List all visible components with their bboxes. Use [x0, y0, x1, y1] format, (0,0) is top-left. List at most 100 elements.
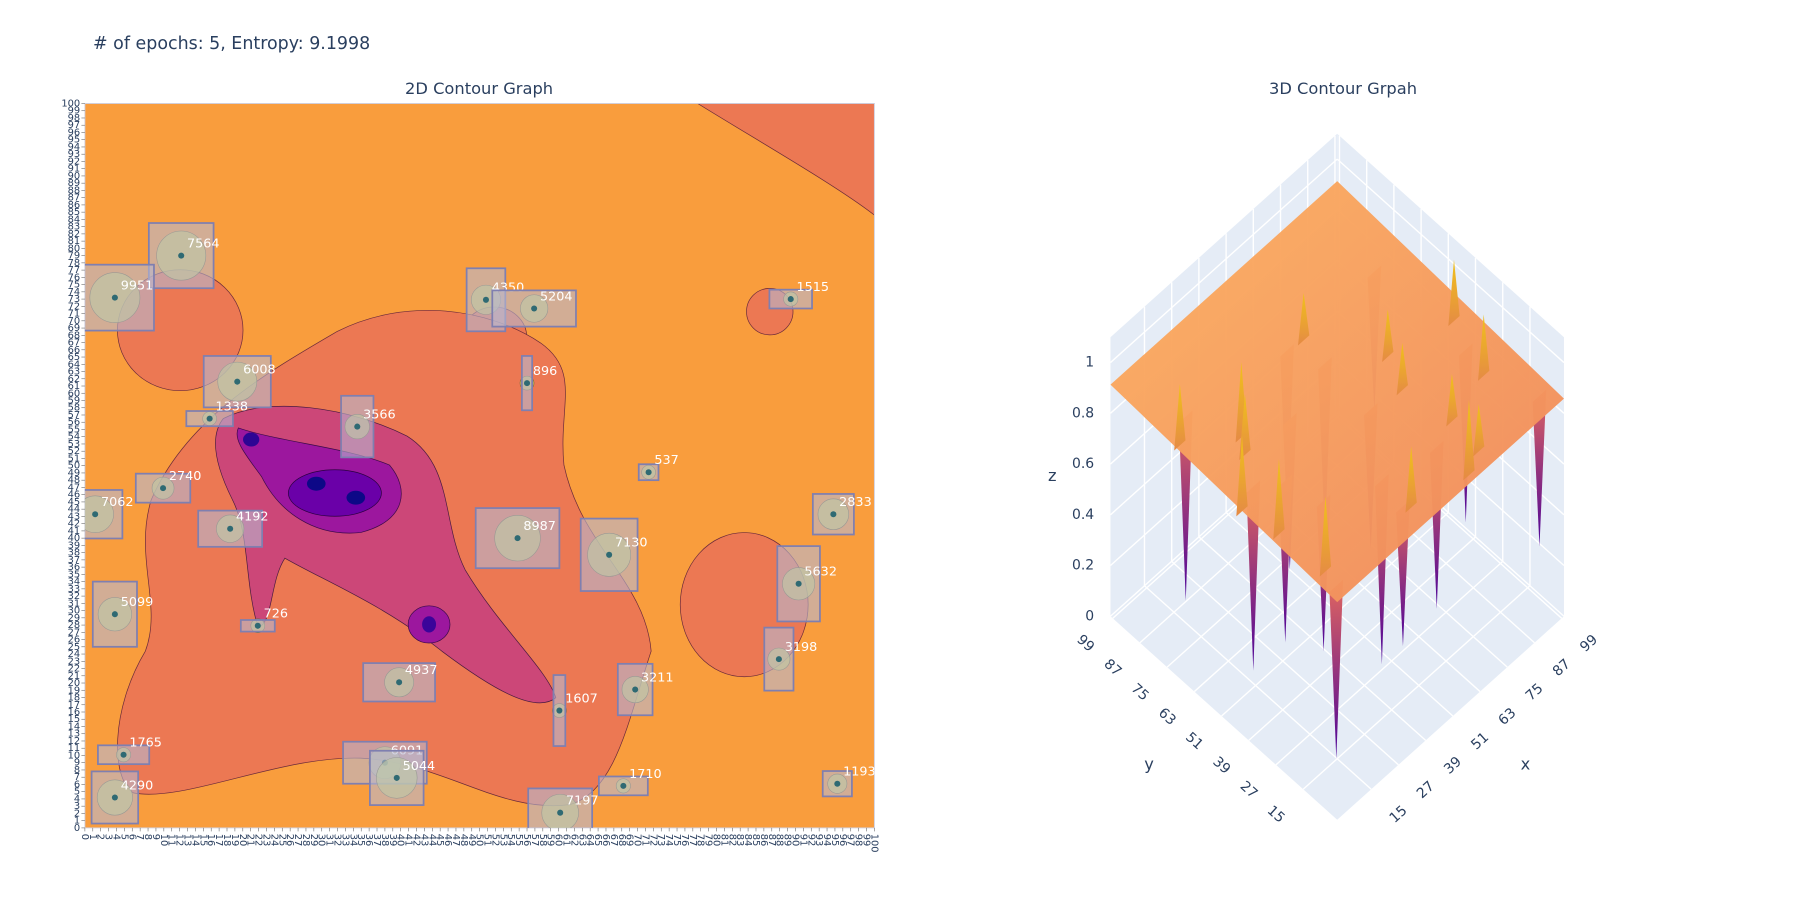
- y-tick-label: 38: [68, 548, 81, 559]
- point-dot: [514, 535, 521, 542]
- x-tick-label: 11: [166, 834, 177, 847]
- contour-level: [288, 469, 382, 517]
- contour-level: [422, 616, 437, 633]
- point-label: 8987: [523, 519, 556, 534]
- surface-spike: [1319, 496, 1332, 577]
- y-tick-label: 27: [68, 627, 81, 638]
- y-tick-label: 94: [68, 142, 81, 153]
- y-tick-label: 76: [68, 272, 81, 283]
- z-tick-label: 0.8: [1072, 405, 1094, 421]
- surface-spike: [1382, 309, 1394, 362]
- y-tick-label: 49: [68, 468, 81, 479]
- grid-line: [1171, 560, 1399, 766]
- y-tick-label: 58: [68, 403, 81, 414]
- y-tick-label: 78: [68, 258, 81, 269]
- point-label: 5099: [121, 595, 154, 610]
- z-tick-label: 0.4: [1072, 507, 1094, 523]
- y-tick-label: 16: [68, 707, 81, 718]
- y-tick-label: 31: [68, 598, 81, 609]
- x-tick-label: 98: [853, 834, 864, 847]
- z-tick-label: 0.6: [1072, 456, 1094, 472]
- point-dot: [120, 751, 127, 758]
- point-label: 7197: [566, 794, 599, 809]
- x-tick-label: 99: [1577, 632, 1601, 656]
- x-tick-label: 38: [379, 834, 390, 847]
- y-tick-label: 100: [61, 98, 80, 109]
- x-tick-label: 32: [332, 834, 343, 847]
- y-tick-label: 80: [68, 243, 81, 254]
- y-tick-label: 44: [68, 504, 81, 515]
- point-box: [84, 489, 124, 540]
- x-tick-label: 27: [292, 834, 303, 847]
- x-tick-label: 76: [679, 834, 690, 847]
- y-tick-label: 88: [68, 185, 81, 196]
- x-tick-label: 48: [458, 834, 469, 847]
- y-tick-label: 2: [74, 808, 80, 819]
- surface-spike: [1297, 292, 1310, 346]
- point-label: 7130: [615, 536, 648, 551]
- y-tick-label: 19: [68, 685, 81, 696]
- y-tick-label: 0: [74, 823, 80, 834]
- point-dot: [160, 485, 167, 492]
- x-tick-label: 14: [189, 834, 200, 847]
- x-tick-label: 37: [371, 834, 382, 847]
- y-tick-label: 66: [68, 345, 81, 356]
- y-axis-title: y: [1144, 754, 1154, 773]
- y-tick-label: 89: [68, 178, 81, 189]
- x-tick-label: 17: [213, 834, 224, 847]
- point-dot: [111, 294, 118, 301]
- x-tick-label: 43: [418, 834, 429, 847]
- x-tick-label: 63: [576, 834, 587, 847]
- point-box: [527, 787, 594, 828]
- x-tick-label: 56: [521, 834, 532, 847]
- x-tick-label: 73: [655, 834, 666, 847]
- y-tick-label: 42: [68, 519, 81, 530]
- point-dot: [482, 296, 489, 303]
- y-tick-label: 61: [68, 381, 81, 392]
- grid-line: [1302, 585, 1531, 790]
- point-label: 3198: [785, 640, 818, 655]
- x-tick-label: 51: [482, 834, 493, 847]
- x-tick-label: 96: [837, 834, 848, 847]
- x-tick-label: 55: [513, 834, 524, 847]
- x-tick-label: 46: [442, 834, 453, 847]
- x-tick-label: 74: [663, 834, 674, 847]
- x-tick-label: 45: [434, 834, 445, 847]
- y-tick-label: 53: [68, 439, 81, 450]
- x-tick-label: 64: [584, 834, 595, 847]
- x-tick-label: 75: [671, 834, 682, 847]
- y-tick-label: 92: [68, 156, 81, 167]
- x-tick-label: 30: [316, 834, 327, 847]
- y-tick-label: 6: [74, 779, 80, 790]
- x-tick-label: 53: [497, 834, 508, 847]
- grid-line: [1109, 158, 1338, 364]
- x-tick-label: 22: [253, 834, 264, 847]
- y-tick-label: 57: [68, 410, 81, 421]
- y-tick-label: 54: [68, 432, 81, 443]
- point-label: 1338: [215, 399, 248, 414]
- surface-spike: [1174, 384, 1186, 451]
- y-tick-label: 41: [68, 526, 81, 537]
- x-tick-label: 19: [229, 834, 240, 847]
- y-tick-label: 67: [68, 338, 81, 349]
- x-axis-title: x: [1521, 754, 1531, 773]
- y-tick-label: 29: [68, 613, 81, 624]
- x-tick-label: 87: [1550, 656, 1574, 680]
- y-tick-label: 85: [68, 207, 81, 218]
- x-tick-label: 15: [197, 834, 208, 847]
- point-box: [616, 662, 654, 717]
- point-dot: [524, 380, 531, 387]
- y-tick-label: 91: [68, 164, 81, 175]
- y-tick-label: 35: [68, 569, 81, 580]
- y-tick-label: 47: [68, 482, 81, 493]
- y-tick-label: 21: [68, 671, 81, 682]
- point-label: 2740: [169, 469, 202, 484]
- x-tick-label: 0: [79, 834, 90, 840]
- x-tick-label: 63: [1495, 705, 1519, 729]
- surface-spike: [1478, 314, 1490, 381]
- x-tick-label: 21: [245, 834, 256, 847]
- x-tick-label: 39: [387, 834, 398, 847]
- x-tick-label: 36: [363, 834, 374, 847]
